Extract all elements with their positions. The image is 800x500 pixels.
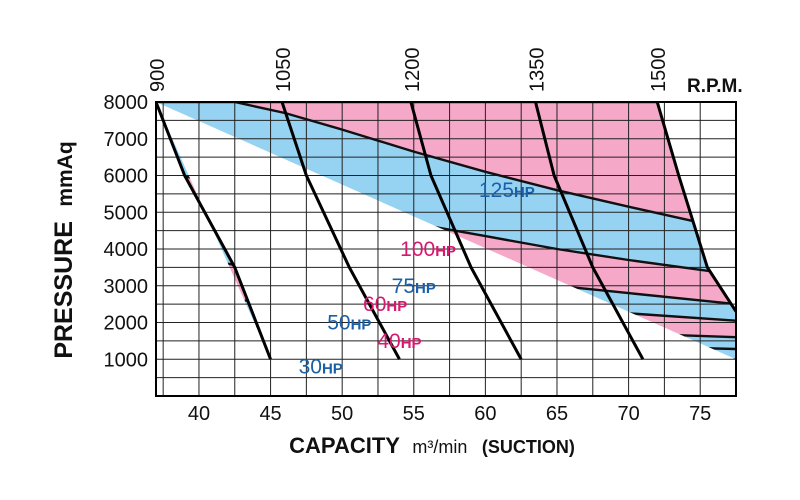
x-tick-labels: 40 45 50 55 60 65 70 75: [188, 403, 711, 425]
x-tick-label: 40: [188, 403, 210, 425]
x-tick-label: 50: [331, 403, 353, 425]
y-tick-label: 1000: [104, 349, 149, 371]
rpm-curve-1200: [409, 102, 523, 360]
hp-band-label: 50HP: [327, 312, 371, 335]
rpm-tick-label: 1050: [273, 48, 295, 93]
grid-lines: [156, 102, 737, 396]
hp-band-label: 100HP: [400, 238, 456, 261]
rpm-tick-label: 1500: [648, 48, 670, 93]
rpm-curve-900: [156, 102, 272, 360]
hp-boundary-line: [234, 102, 736, 232]
y-axis-unit: mmAq: [54, 141, 77, 206]
rpm-curve-1050: [280, 102, 401, 360]
x-axis-unit: m³/min: [412, 437, 467, 457]
rpm-axis-label: R.P.M.: [687, 76, 743, 97]
y-tick-label: 7000: [104, 129, 149, 151]
y-tick-label: 5000: [104, 202, 149, 224]
x-tick-label: 45: [259, 403, 281, 425]
hp-band-label: 75HP: [392, 275, 436, 298]
y-axis-label: PRESSURE: [50, 221, 78, 359]
x-tick-label: 55: [403, 403, 425, 425]
hp-band-label: 60HP: [363, 293, 407, 316]
hp-band-label: 125HP: [479, 179, 535, 202]
hp-band-label: 40HP: [377, 330, 421, 353]
x-axis-label: CAPACITY: [289, 433, 400, 458]
rpm-curve-1500: [655, 102, 736, 313]
rpm-tick-labels: 900 1050 1200 1350 1500: [147, 48, 670, 93]
x-tick-label: 60: [474, 403, 496, 425]
y-tick-label: 6000: [104, 166, 149, 188]
rpm-curves: [156, 102, 736, 360]
y-tick-label: 4000: [104, 239, 149, 261]
y-tick-label: 8000: [104, 92, 149, 114]
y-tick-label: 3000: [104, 276, 149, 298]
x-tick-label: 70: [617, 403, 639, 425]
rpm-tick-label: 900: [147, 59, 169, 92]
y-tick-label: 2000: [104, 313, 149, 335]
rpm-curve-1350: [534, 102, 645, 360]
x-axis-note: (SUCTION): [482, 437, 575, 457]
x-tick-label: 75: [689, 403, 711, 425]
y-axis-title: PRESSURE mmAq: [50, 141, 78, 358]
y-tick-labels: 1000 2000 3000 4000 5000 6000 7000 8000: [104, 92, 149, 371]
rpm-tick-label: 1350: [527, 48, 549, 93]
hp-band-label: 30HP: [299, 356, 343, 379]
x-tick-label: 65: [546, 403, 568, 425]
x-axis-title: CAPACITY m³/min (SUCTION): [289, 433, 575, 458]
plot-frame: [155, 101, 737, 397]
rpm-tick-label: 1200: [402, 48, 424, 93]
